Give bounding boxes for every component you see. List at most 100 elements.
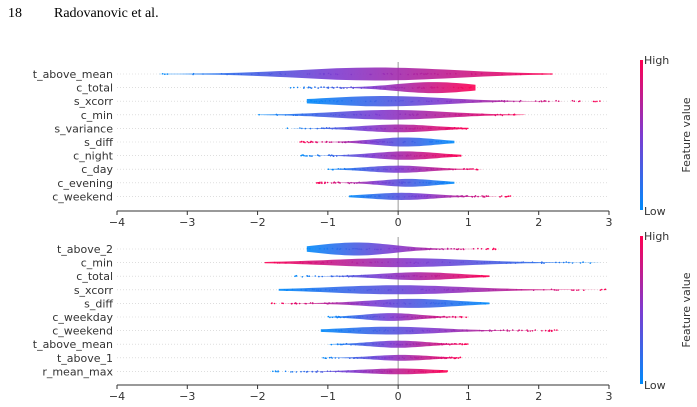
shap-point xyxy=(573,289,575,291)
shap-point xyxy=(333,181,336,183)
shap-point xyxy=(465,316,468,319)
colorbar-low-label: Low xyxy=(644,379,666,392)
shap-point xyxy=(323,86,325,88)
shap-point xyxy=(305,155,307,157)
violin-shape xyxy=(264,258,602,268)
x-tick-label: 3 xyxy=(606,390,613,403)
shap-point xyxy=(553,329,556,331)
shap-point xyxy=(548,329,551,332)
x-tick-label: −1 xyxy=(320,390,336,403)
feature-label: s_xcorr xyxy=(74,95,114,108)
shap-point xyxy=(318,182,320,184)
shap-point xyxy=(534,329,537,331)
shap-point xyxy=(500,195,503,197)
shap-point xyxy=(556,329,558,331)
violin-shape xyxy=(299,151,462,160)
shap-point xyxy=(312,141,314,143)
shap-point xyxy=(556,289,558,291)
shap-point xyxy=(273,302,276,305)
shap-point xyxy=(508,195,510,197)
violin-shape xyxy=(278,285,609,295)
shap-point xyxy=(306,155,308,157)
shap-point xyxy=(480,248,483,250)
violin-s_xcorr xyxy=(306,96,602,107)
shap-point xyxy=(505,195,508,198)
shap-point xyxy=(308,141,310,144)
violin-shape xyxy=(327,313,469,321)
feature-label: s_variance xyxy=(54,122,113,135)
feature-label: t_above_2 xyxy=(57,243,113,256)
shap-point xyxy=(599,289,602,291)
shap-point xyxy=(492,248,494,251)
feature-label: r_mean_max xyxy=(42,365,113,378)
shap-point xyxy=(300,154,302,157)
violin-shape xyxy=(159,67,553,81)
shap-point xyxy=(295,302,298,305)
shap-point xyxy=(304,141,306,144)
shap-point xyxy=(289,87,292,89)
shap-point xyxy=(601,288,603,291)
colorbar-title: Feature value xyxy=(680,97,693,172)
violin-c_min xyxy=(257,109,525,120)
shap-point xyxy=(305,302,307,305)
shap-point xyxy=(467,343,469,345)
x-tick-label: −3 xyxy=(179,216,195,229)
feature-label: t_above_1 xyxy=(57,352,113,365)
shap-point xyxy=(316,141,318,144)
shap-point xyxy=(583,289,585,292)
shap-point xyxy=(310,140,312,143)
violin-shape xyxy=(292,272,490,281)
feature-label: c_total xyxy=(76,270,113,283)
violin-t_above_mean xyxy=(327,340,469,348)
violin-t_above_2 xyxy=(306,242,497,256)
shap-point xyxy=(306,370,309,373)
violin-shape xyxy=(320,326,560,335)
shap-point xyxy=(571,262,574,264)
shap-point xyxy=(284,370,287,373)
violin-c_weekday xyxy=(327,313,469,321)
shap-point xyxy=(281,302,283,305)
shap-point xyxy=(321,182,323,185)
shap-point xyxy=(596,100,598,103)
violin-s_diff xyxy=(299,137,455,147)
shap-point xyxy=(303,87,305,89)
shap-point xyxy=(511,329,514,331)
running-head-authors: Radovanovic et al. xyxy=(54,6,159,21)
shap-point xyxy=(472,248,475,250)
feature-label: t_above_mean xyxy=(33,68,113,81)
shap-point xyxy=(295,274,298,277)
shap-point xyxy=(302,141,305,143)
violin-shape xyxy=(327,340,469,348)
shap-point xyxy=(531,330,534,332)
x-tick-label: 2 xyxy=(535,390,542,403)
violin-shape xyxy=(257,109,525,120)
x-tick-label: −1 xyxy=(320,216,336,229)
feature-label: s_diff xyxy=(84,297,113,310)
shap-point xyxy=(296,86,299,89)
shap-point xyxy=(543,100,546,102)
feature-label: c_total xyxy=(76,82,113,95)
violin-t_above_1 xyxy=(320,354,462,361)
violin-shape xyxy=(327,165,483,173)
shap-point xyxy=(272,370,274,373)
shap-point xyxy=(527,330,529,333)
shap-point xyxy=(508,330,511,332)
shap-point xyxy=(460,248,462,251)
x-tick-label: −2 xyxy=(249,216,265,229)
shap-point xyxy=(323,182,326,185)
feature-label: c_min xyxy=(81,109,113,122)
feature-label: c_min xyxy=(81,257,113,270)
violin-c_night xyxy=(299,151,462,160)
violin-c_min xyxy=(264,258,602,268)
violin-shape xyxy=(348,192,511,200)
shap-point xyxy=(277,370,279,372)
shap-point xyxy=(294,275,296,278)
colorbar-title: Feature value xyxy=(680,272,693,347)
shap-point xyxy=(330,182,333,184)
colorbar xyxy=(640,236,643,384)
shap-point xyxy=(290,371,292,373)
violin-t_above_mean xyxy=(159,67,553,81)
shap-point xyxy=(326,181,329,184)
shap-point xyxy=(330,356,333,359)
